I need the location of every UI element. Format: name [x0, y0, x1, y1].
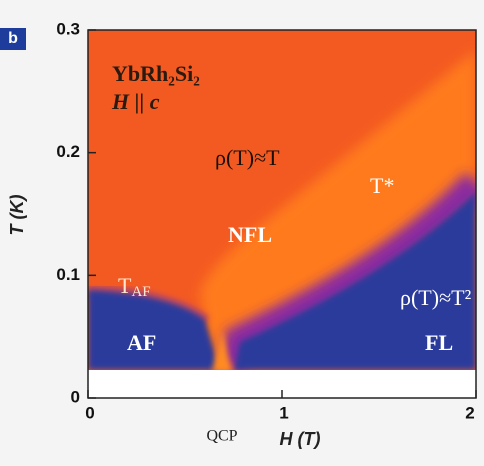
- y-axis-label: T (K): [7, 195, 27, 236]
- annotation-sub: AF: [131, 284, 150, 300]
- annotation-text: H || c: [111, 89, 160, 114]
- annotation: YbRh₂Si₂: [112, 61, 200, 86]
- annotation: H || c: [111, 89, 160, 114]
- crossover: [218, 172, 476, 370]
- qcp-label: QCP: [206, 428, 237, 445]
- y-tick-label: 0.1: [56, 265, 80, 284]
- panel-label: b: [8, 30, 18, 47]
- annotation: T*: [370, 173, 394, 198]
- af-region: [88, 290, 220, 370]
- annotation-text: ρ(T)≈T: [215, 145, 280, 170]
- annotation: TAF: [118, 273, 151, 300]
- annotation: NFL: [228, 222, 272, 247]
- fl-region: [234, 192, 476, 370]
- qcp-spike: [212, 330, 232, 370]
- nfl-fan: [200, 50, 476, 370]
- annotation-text: FL: [425, 330, 453, 355]
- annotation-text: NFL: [228, 222, 272, 247]
- x-tick-label: 0: [85, 403, 94, 422]
- annotation-text: AF: [127, 330, 156, 355]
- annotation: ρ(T)≈T²: [400, 285, 472, 310]
- y-tick-label: 0: [71, 387, 80, 406]
- annotation: FL: [425, 330, 453, 355]
- y-tick-label: 0.2: [56, 142, 80, 161]
- x-tick-label: 1: [279, 403, 288, 422]
- annotation: AF: [127, 330, 156, 355]
- panel-box: [0, 28, 26, 50]
- annotation: ρ(T)≈T: [215, 145, 280, 170]
- x-tick-label: 2: [465, 403, 474, 422]
- x-axis-label: H (T): [280, 429, 321, 449]
- annotation-text: T: [118, 273, 132, 298]
- phase-map: [88, 30, 476, 370]
- y-tick-label: 0.3: [56, 19, 80, 38]
- annotation-text: ρ(T)≈T²: [400, 285, 472, 310]
- annotation-text: T*: [370, 173, 394, 198]
- annotation-text: YbRh₂Si₂: [112, 61, 200, 86]
